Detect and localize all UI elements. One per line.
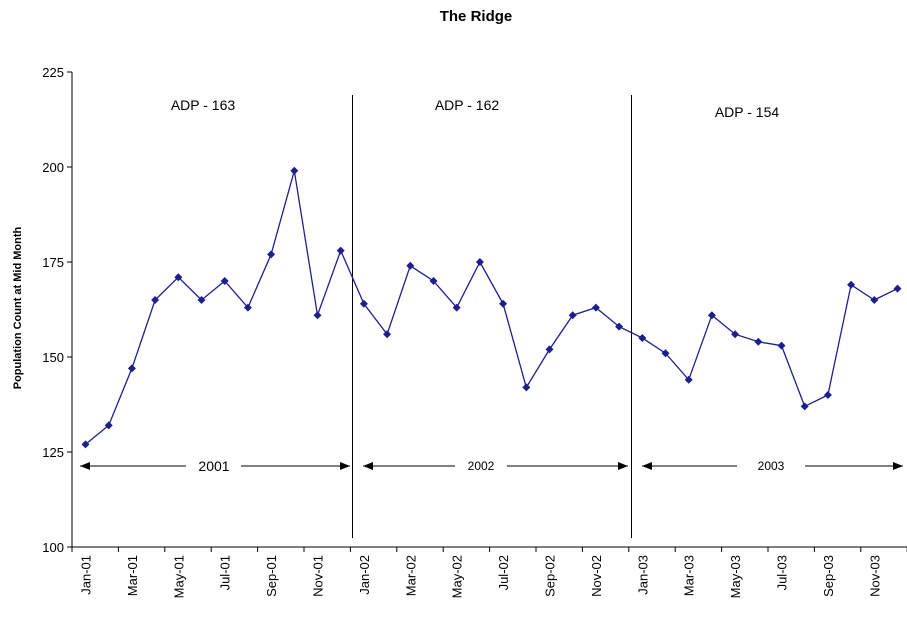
arrow-right-head-2002 (618, 462, 628, 470)
data-point (313, 311, 322, 320)
data-point (452, 303, 461, 312)
year-arrows: 2001 2002 2003 (80, 458, 903, 474)
data-point (684, 375, 693, 384)
x-tick-label: Jul-02 (496, 555, 511, 590)
x-tick-label: May-02 (450, 555, 465, 598)
year-span-2001: 2001 (80, 458, 350, 474)
x-tick-label: Jul-03 (775, 555, 790, 590)
data-point (591, 303, 600, 312)
year-separators (352, 95, 632, 538)
y-tick-label: 100 (42, 540, 64, 555)
x-tick-label: Nov-02 (589, 555, 604, 597)
data-point (267, 250, 276, 259)
x-tick-label: Jan-01 (79, 555, 94, 595)
data-point (383, 330, 392, 339)
y-tick-label: 175 (42, 255, 64, 270)
data-point (429, 277, 438, 285)
year-label-2001: 2001 (198, 458, 229, 474)
arrow-left-head-2003 (642, 462, 652, 470)
data-point (81, 440, 90, 449)
data-point (406, 261, 415, 270)
y-ticks: 100 125 150 175 200 225 (42, 65, 72, 555)
data-point (615, 322, 624, 331)
data-point (127, 364, 136, 373)
x-tick-label: Mar-03 (682, 555, 697, 596)
data-point (754, 337, 763, 346)
axes (71, 72, 907, 548)
data-point (243, 303, 252, 312)
x-tick-label: Mar-01 (125, 555, 140, 596)
data-point (475, 258, 484, 266)
x-tick-label: Nov-03 (867, 555, 882, 597)
adp-label-2003: ADP - 154 (715, 104, 780, 120)
series-line (85, 170, 898, 445)
data-point (359, 299, 368, 308)
year-span-2003: 2003 (642, 459, 903, 473)
data-point (893, 284, 902, 293)
data-point (568, 311, 577, 320)
x-tick-label: Mar-02 (403, 555, 418, 596)
year-label-2003: 2003 (758, 459, 785, 473)
data-point (661, 349, 670, 358)
data-point (800, 402, 809, 411)
data-point (220, 277, 229, 285)
arrow-left-head-2001 (80, 462, 90, 470)
data-point (151, 296, 160, 304)
y-tick-label: 200 (42, 160, 64, 175)
data-point (499, 299, 508, 308)
x-tick-label: May-01 (171, 555, 186, 598)
x-tick-label: Sep-01 (264, 555, 279, 597)
data-point (777, 341, 786, 350)
arrow-left-head-2002 (363, 462, 373, 470)
x-tick-label: Jan-02 (357, 555, 372, 595)
data-point (290, 166, 299, 175)
data-point (847, 280, 856, 289)
y-tick-label: 150 (42, 350, 64, 365)
data-point (823, 391, 832, 399)
data-point (104, 421, 113, 430)
chart-title: The Ridge (440, 8, 513, 25)
arrow-right-head-2001 (340, 462, 350, 470)
y-tick-label: 225 (42, 65, 64, 80)
data-point (870, 296, 879, 304)
x-tick-label: May-03 (728, 555, 743, 598)
data-point (731, 330, 740, 339)
data-point (197, 296, 206, 304)
x-tick-label: Jul-01 (218, 555, 233, 590)
data-point (638, 334, 647, 342)
data-point (707, 311, 716, 320)
data-point (174, 273, 183, 282)
x-tick-label: Nov-01 (311, 555, 326, 597)
arrow-right-head-2003 (893, 462, 903, 470)
data-point (545, 345, 554, 354)
adp-labels: ADP - 163 ADP - 162 ADP - 154 (171, 97, 780, 120)
y-tick-label: 125 (42, 445, 64, 460)
x-tick-label: Jan-03 (635, 555, 650, 595)
year-span-2002: 2002 (363, 459, 628, 473)
data-point (522, 383, 531, 392)
series-population (81, 166, 902, 449)
x-tick-label: Sep-02 (543, 555, 558, 597)
year-label-2002: 2002 (468, 459, 495, 473)
x-tick-label: Sep-03 (821, 555, 836, 597)
adp-label-2001: ADP - 163 (171, 97, 236, 113)
y-axis-label: Population Count at Mid Month (12, 226, 24, 389)
adp-label-2002: ADP - 162 (435, 97, 500, 113)
x-ticks: Jan-01 Mar-01 May-01 Jul-01 Sep-01 Nov-01 Jan-… (71, 547, 907, 598)
data-point (336, 246, 345, 255)
